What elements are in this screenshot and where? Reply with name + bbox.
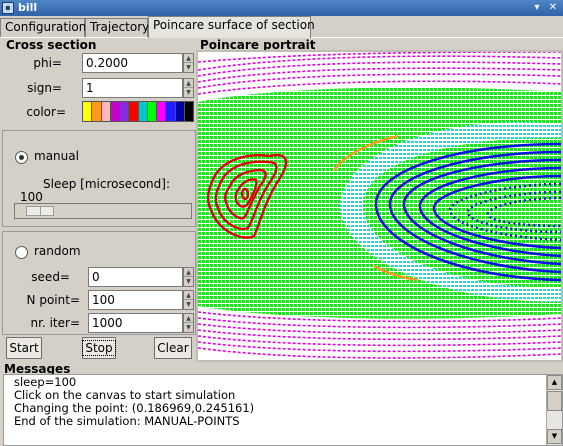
stop-button[interactable]: Stop [82, 337, 116, 359]
color-swatch[interactable] [166, 102, 176, 121]
title-bar: ▪ bill ▾ ✕ [0, 0, 563, 16]
portrait-title: Poincare portrait [200, 38, 316, 52]
seed-spinner[interactable]: ▲ ▼ [183, 267, 194, 287]
color-swatch[interactable] [110, 102, 120, 121]
phi-spinner[interactable]: ▲ ▼ [183, 53, 194, 73]
poincare-canvas[interactable] [196, 50, 563, 362]
sign-label: sign= [27, 81, 62, 95]
message-line: End of the simulation: MANUAL-POINTS [14, 414, 240, 428]
spin-down-icon[interactable]: ▼ [186, 301, 191, 308]
color-swatch[interactable] [120, 102, 130, 121]
spin-up-icon[interactable]: ▲ [184, 314, 193, 323]
seed-label: seed= [31, 270, 70, 284]
manual-label: manual [34, 149, 79, 163]
blue-island [374, 142, 561, 282]
cross-section-title: Cross section [6, 38, 97, 52]
start-button[interactable]: Start [6, 337, 42, 359]
random-label: random [34, 244, 81, 258]
message-line: Click on the canvas to start simulation [14, 388, 236, 402]
niter-spinner[interactable]: ▲ ▼ [183, 313, 194, 333]
color-swatch[interactable] [129, 102, 139, 121]
color-label: color= [26, 105, 66, 119]
spin-up-icon[interactable]: ▲ [184, 268, 193, 277]
npoint-field[interactable]: 100 [88, 290, 183, 310]
messages-log[interactable]: sleep=100 Click on the canvas to start s… [3, 374, 563, 446]
window-title: bill [18, 1, 38, 14]
color-swatch[interactable] [147, 102, 157, 121]
sleep-slider[interactable] [14, 203, 192, 219]
tab-bar: Configuration Trajectory Poincare surfac… [0, 16, 563, 38]
stop-label: Stop [82, 340, 116, 356]
spin-down-icon[interactable]: ▼ [186, 89, 191, 96]
poincare-plot[interactable] [198, 52, 561, 360]
color-swatch[interactable] [175, 102, 185, 121]
niter-label: nr. iter= [30, 316, 80, 330]
orange-arcs [333, 134, 419, 282]
app-icon[interactable]: ▪ [2, 2, 14, 14]
sleep-label: Sleep [microsecond]: [43, 177, 170, 191]
color-swatch[interactable] [101, 102, 111, 121]
spin-down-icon[interactable]: ▼ [186, 278, 191, 285]
spin-up-icon[interactable]: ▲ [184, 291, 193, 300]
manual-radio[interactable] [15, 151, 28, 164]
color-swatch[interactable] [138, 102, 148, 121]
color-swatch[interactable] [83, 102, 93, 121]
seed-field[interactable]: 0 [88, 267, 183, 287]
sign-field[interactable]: 1 [82, 78, 183, 98]
tab-poincare-surface[interactable]: Poincare surface of section [148, 16, 315, 38]
control-panel: Cross section phi= 0.2000 ▲ ▼ sign= 1 ▲ ▼ … [0, 38, 198, 362]
scroll-up-icon[interactable]: ▲ [547, 375, 562, 390]
spin-up-icon[interactable]: ▲ [184, 54, 193, 63]
cyan-band [339, 122, 561, 302]
color-swatch[interactable] [157, 102, 167, 121]
color-palette [82, 101, 194, 122]
messages-title: Messages [4, 362, 71, 376]
color-swatch[interactable] [92, 102, 102, 121]
spin-down-icon[interactable]: ▼ [186, 64, 191, 71]
spin-down-icon[interactable]: ▼ [186, 324, 191, 331]
clear-button[interactable]: Clear [154, 337, 192, 359]
sign-spinner[interactable]: ▲ ▼ [183, 78, 194, 98]
phi-label: phi= [33, 56, 62, 70]
npoint-label: N point= [26, 293, 80, 307]
scroll-thumb[interactable] [547, 391, 562, 411]
tab-trajectory[interactable]: Trajectory [85, 18, 149, 37]
slider-handle[interactable] [26, 206, 54, 216]
magenta-orbits [198, 52, 561, 359]
tab-configuration[interactable]: Configuration [0, 18, 86, 37]
color-swatch[interactable] [184, 102, 193, 121]
random-radio[interactable] [15, 246, 28, 259]
red-island [207, 153, 288, 239]
npoint-spinner[interactable]: ▲ ▼ [183, 290, 194, 310]
green-chaotic-region [198, 87, 561, 319]
scroll-down-icon[interactable]: ▼ [547, 429, 562, 444]
message-line: sleep=100 [14, 375, 77, 389]
messages-scrollbar[interactable]: ▲ ▼ [546, 375, 562, 445]
spin-up-icon[interactable]: ▲ [184, 79, 193, 88]
niter-field[interactable]: 1000 [88, 313, 183, 333]
close-icon[interactable]: ✕ [548, 2, 558, 13]
menu-arrow-icon[interactable]: ▾ [534, 2, 540, 13]
manual-panel: manual Sleep [microsecond]: 100 [2, 130, 196, 227]
message-line: Changing the point: (0.186969,0.245161) [14, 401, 255, 415]
random-panel: random [2, 231, 196, 335]
phi-field[interactable]: 0.2000 [82, 53, 183, 73]
sleep-value: 100 [20, 190, 43, 204]
